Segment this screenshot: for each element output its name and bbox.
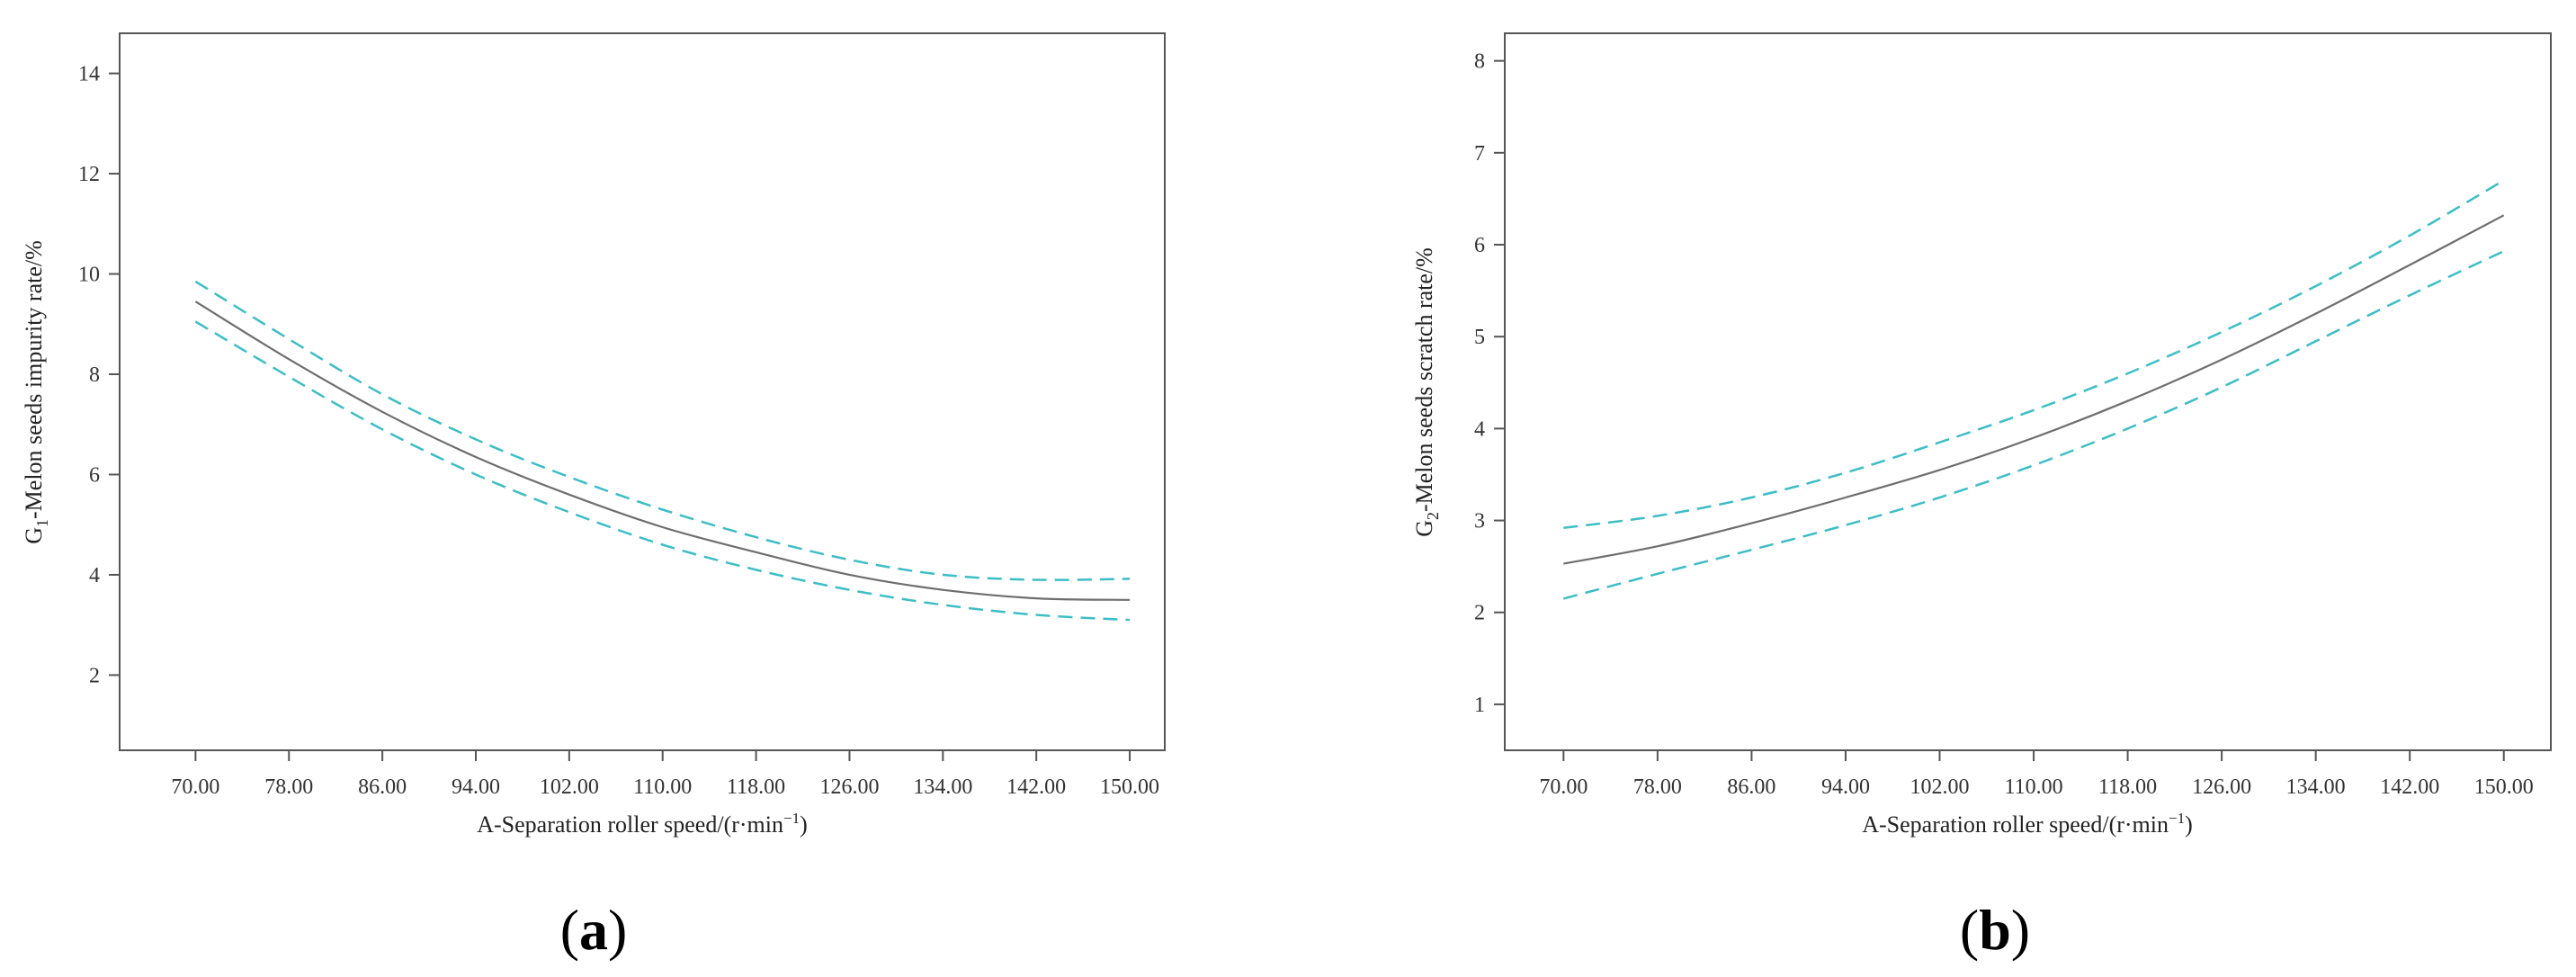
x-ticks-b: 70.00 78.00 86.00 94.00 102.00 110.00 118.00 12… <box>1539 750 2534 799</box>
y-tick-label-b-1: 2 <box>1474 602 1485 625</box>
x-tick-label-a-0: 70.00 <box>171 775 219 799</box>
series-line-a-1 <box>194 300 1131 601</box>
y-tick-label-b-4: 5 <box>1474 326 1485 349</box>
x-tick-label-a-9: 142.00 <box>1006 775 1066 799</box>
x-tick-label-b-0: 70.00 <box>1539 775 1588 799</box>
x-tick-label-b-6: 118.00 <box>2098 775 2157 799</box>
x-tick-label-a-4: 102.00 <box>540 775 599 799</box>
y-tick-label-a-5: 12 <box>78 163 100 186</box>
x-tick-label-a-5: 110.00 <box>633 775 692 799</box>
series-group-a <box>194 280 1131 622</box>
series-group-b <box>1562 179 2505 600</box>
chart-panel-b: 1 2 3 4 5 6 7 8 70.00 78.00 86.00 94.00 102.00 110.0… <box>1411 32 2552 962</box>
x-axis-title-a: A-Separation roller speed/(r·min−1) <box>477 810 808 838</box>
y-axis-title-a: G1-Melon seeds impurity rate/% <box>21 240 51 544</box>
series-line-b-2 <box>1562 250 2505 600</box>
series-line-a-2 <box>194 320 1131 622</box>
series-line-b-0 <box>1563 179 2505 529</box>
x-tick-label-b-5: 110.00 <box>2004 775 2062 799</box>
x-axis-title-b: A-Separation roller speed/(r·min−1) <box>1862 810 2193 838</box>
plot-frame-a <box>119 32 1166 751</box>
x-tick-label-a-3: 94.00 <box>452 775 500 799</box>
x-tick-label-b-10: 150.00 <box>2474 775 2534 799</box>
y-ticks-a: 2 4 6 8 10 12 14 <box>78 63 120 687</box>
panel-label-b: (b) <box>1960 898 2030 962</box>
y-tick-label-a-1: 4 <box>89 564 100 587</box>
y-tick-label-b-3: 4 <box>1474 417 1485 441</box>
x-tick-label-a-10: 150.00 <box>1100 775 1159 799</box>
x-tick-label-b-8: 134.00 <box>2286 775 2346 799</box>
y-tick-label-a-0: 2 <box>89 664 100 687</box>
y-tick-label-b-6: 7 <box>1474 142 1485 166</box>
x-ticks-a: 70.00 78.00 86.00 94.00 102.00 110.00 118.00 12… <box>171 750 1159 799</box>
y-axis-title-b: G2-Melon seeds scratch rate/% <box>1411 247 1442 537</box>
x-tick-label-a-8: 134.00 <box>913 775 972 799</box>
y-tick-label-b-7: 8 <box>1474 50 1485 74</box>
x-tick-label-a-6: 118.00 <box>727 775 785 799</box>
x-tick-label-b-2: 86.00 <box>1727 775 1775 799</box>
x-tick-label-b-4: 102.00 <box>1910 775 1969 799</box>
x-tick-label-b-1: 78.00 <box>1633 775 1682 799</box>
x-tick-label-b-9: 142.00 <box>2380 775 2439 799</box>
plot-frame-b <box>1504 32 2552 751</box>
panel-label-a: (a) <box>560 898 628 962</box>
x-tick-label-a-7: 126.00 <box>819 775 879 799</box>
chart-panel-a: 2 4 6 8 10 12 14 70.00 78.00 86.00 94.00 102.00 110… <box>21 32 1166 962</box>
y-tick-label-b-0: 1 <box>1474 694 1485 717</box>
y-tick-label-b-2: 3 <box>1474 510 1485 533</box>
y-tick-label-a-2: 6 <box>89 463 100 487</box>
y-tick-label-a-6: 14 <box>78 63 100 86</box>
x-tick-label-a-2: 86.00 <box>358 775 407 799</box>
x-tick-label-b-7: 126.00 <box>2192 775 2251 799</box>
y-tick-label-b-5: 6 <box>1474 234 1485 257</box>
y-ticks-b: 1 2 3 4 5 6 7 8 <box>1474 50 1505 717</box>
series-line-b-1 <box>1563 214 2505 565</box>
y-tick-label-a-3: 8 <box>89 363 100 387</box>
y-tick-label-a-4: 10 <box>78 264 100 287</box>
x-tick-label-a-1: 78.00 <box>264 775 313 799</box>
series-line-a-0 <box>194 280 1131 581</box>
x-tick-label-b-3: 94.00 <box>1821 775 1870 799</box>
